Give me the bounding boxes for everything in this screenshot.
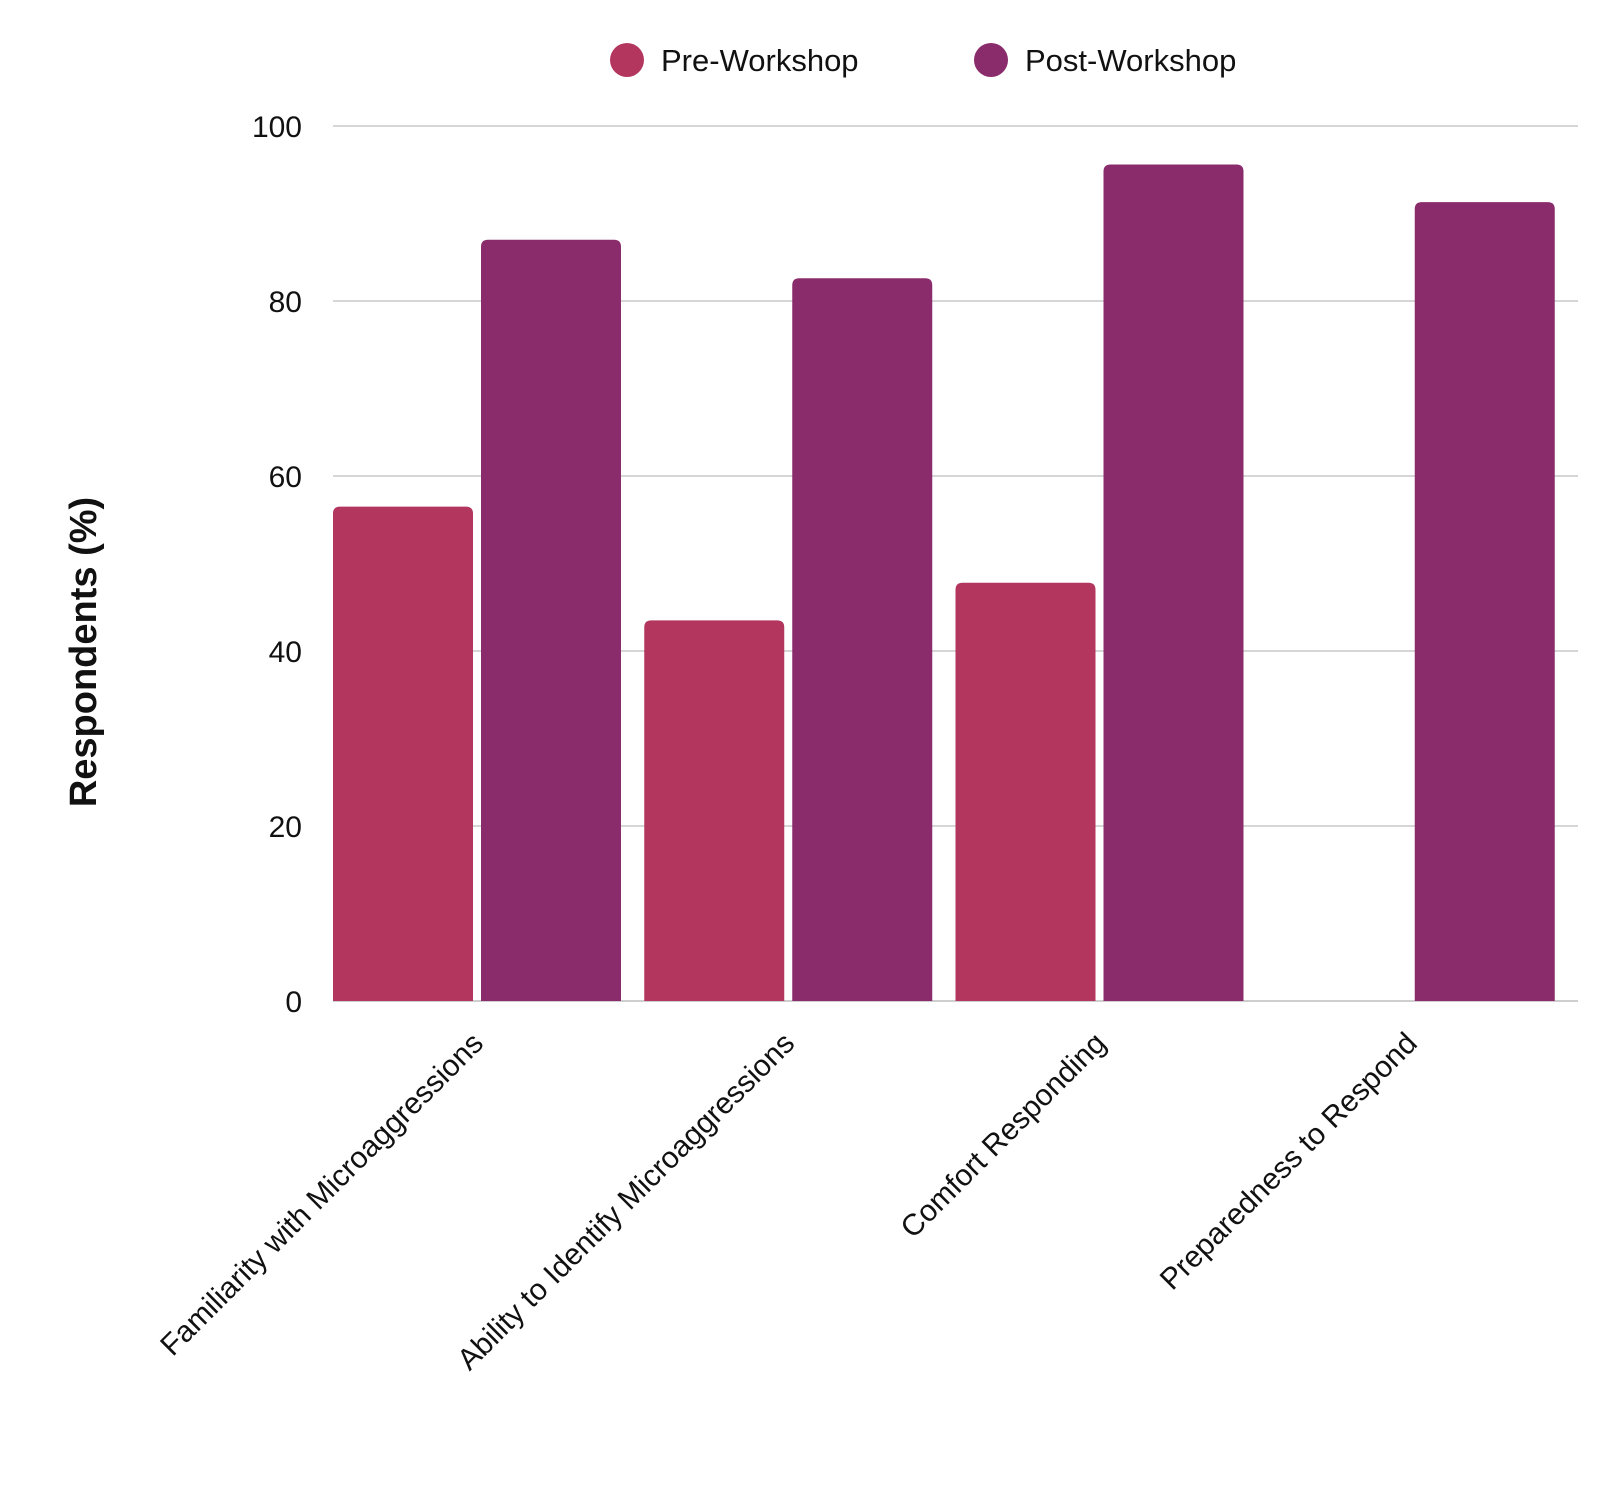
bar-pre-workshop-2	[644, 620, 785, 1001]
bar-post-workshop-1	[481, 239, 621, 1001]
x-category-label: Familiarity with Microaggressions	[154, 1027, 490, 1363]
bar-post-workshop-2	[792, 278, 933, 1001]
x-category-label: Ability to Identify Microaggressions	[451, 1027, 801, 1377]
legend: Pre-Workshop Post-Workshop	[610, 43, 1236, 78]
y-tick-label: 60	[269, 461, 302, 494]
y-tick-label: 20	[269, 811, 302, 844]
legend-label: Pre-Workshop	[661, 43, 859, 78]
x-category-label: Comfort Responding	[895, 1027, 1113, 1245]
y-tick-label: 40	[269, 636, 302, 669]
bar-pre-workshop-3	[955, 582, 1096, 1001]
y-tick-label: 80	[269, 286, 302, 319]
bars	[333, 164, 1555, 1001]
x-axis-categories: Familiarity with MicroaggressionsAbility…	[154, 1027, 1423, 1377]
x-category-label: Preparedness to Respond	[1154, 1027, 1424, 1297]
y-tick-label: 100	[252, 111, 302, 144]
bar-pre-workshop-1	[333, 506, 473, 1001]
legend-swatch	[974, 43, 1008, 77]
legend-swatch	[610, 43, 644, 77]
y-axis-label: Respondents (%)	[63, 497, 105, 807]
legend-label: Post-Workshop	[1025, 43, 1236, 78]
bar-post-workshop-4	[1414, 202, 1555, 1001]
y-tick-label: 0	[285, 986, 302, 1019]
y-axis-ticks: 0 20 40 60 80 100	[252, 111, 302, 1019]
bar-post-workshop-3	[1103, 164, 1244, 1001]
